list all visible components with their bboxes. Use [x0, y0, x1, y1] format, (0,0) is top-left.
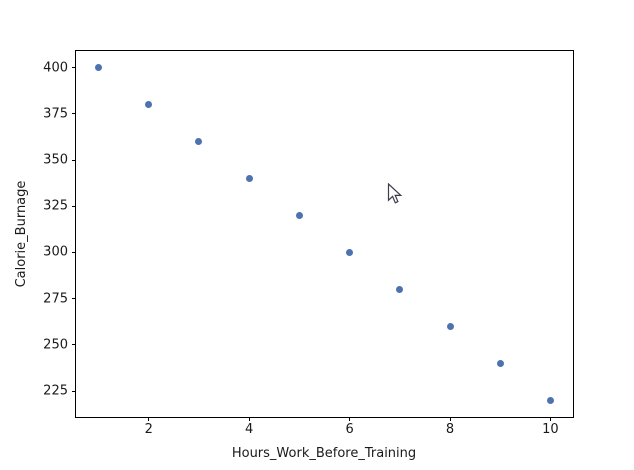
scatter-point — [245, 175, 253, 183]
x-axis-tick-label: 10 — [542, 422, 559, 437]
y-axis-tick-label: 325 — [43, 198, 68, 214]
x-axis-tick — [449, 417, 451, 421]
scatter-point — [446, 322, 454, 330]
scatter-point — [496, 359, 504, 367]
x-axis-label: Hours_Work_Before_Training — [231, 446, 417, 461]
x-axis-tick — [248, 417, 250, 421]
y-axis-tick — [72, 205, 76, 207]
y-axis-tick — [72, 298, 76, 300]
x-axis-tick — [148, 417, 150, 421]
y-axis-tick — [72, 251, 76, 253]
y-axis-tick — [72, 390, 76, 392]
y-axis-tick — [72, 344, 76, 346]
scatter-point — [295, 212, 303, 219]
scatter-point — [396, 285, 404, 293]
y-axis-tick-label: 225 — [43, 383, 68, 399]
scatter-point — [546, 396, 554, 404]
x-axis-tick-label: 6 — [345, 422, 354, 437]
y-axis-tick — [72, 159, 76, 161]
scatter-point — [95, 64, 103, 72]
y-axis-tick-label: 300 — [43, 244, 68, 260]
scatter-point — [346, 248, 354, 256]
y-axis-tick-label: 400 — [43, 60, 68, 76]
y-axis-tick-label: 275 — [43, 291, 68, 307]
x-axis-tick — [549, 417, 551, 421]
y-axis-tick-label: 350 — [43, 152, 68, 168]
x-axis-tick-label: 4 — [245, 422, 254, 437]
scatter-point — [145, 101, 153, 109]
x-axis-tick-label: 8 — [445, 422, 455, 437]
y-axis-tick-label: 375 — [43, 106, 68, 122]
x-axis-tick-label: 2 — [144, 422, 153, 437]
y-axis-tick — [72, 67, 76, 69]
y-axis-tick-label: 250 — [43, 337, 68, 353]
y-axis-tick — [72, 113, 76, 115]
scatter-point — [195, 138, 203, 146]
plot-area: 2 4 6 8 10 225 250 275 300 325 350 375 400 — [43, 50, 574, 436]
y-axis-label: Calorie_Burnage — [14, 180, 30, 288]
x-axis-tick — [349, 417, 351, 421]
